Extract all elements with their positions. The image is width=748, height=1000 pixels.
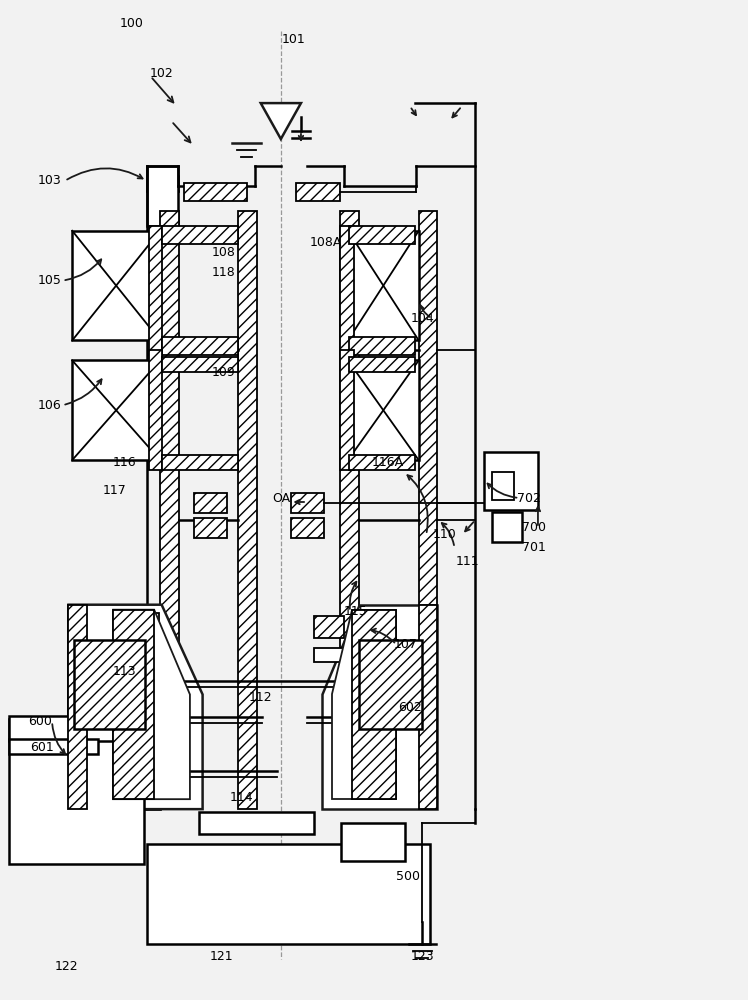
Text: 108: 108 (212, 246, 236, 259)
Bar (290, 493, 324, 513)
Bar (290, 518, 324, 538)
Bar (147, 844, 430, 944)
Bar (73, 360, 160, 460)
Text: 108A: 108A (310, 236, 342, 249)
Bar (314, 616, 344, 638)
Bar (9, 739, 98, 754)
Bar (149, 226, 162, 355)
Bar (9, 716, 117, 741)
Text: 100: 100 (120, 17, 144, 30)
Bar (348, 231, 419, 340)
Text: 702: 702 (517, 492, 541, 505)
Text: 114: 114 (230, 791, 253, 804)
Bar (349, 337, 415, 355)
Text: 602: 602 (398, 701, 422, 714)
Text: 102: 102 (150, 67, 174, 80)
Polygon shape (331, 610, 396, 799)
Bar (239, 211, 257, 809)
Text: 107: 107 (394, 638, 418, 651)
Bar (340, 350, 354, 470)
Bar (194, 493, 227, 513)
Text: 500: 500 (396, 870, 420, 883)
Bar (340, 226, 354, 355)
Text: 101: 101 (282, 33, 305, 46)
Bar (349, 357, 415, 372)
Bar (359, 640, 423, 729)
Bar (149, 350, 162, 470)
Text: 110: 110 (433, 528, 457, 541)
Text: 118: 118 (212, 266, 236, 279)
Text: 122: 122 (55, 960, 79, 973)
Bar (419, 211, 438, 809)
Text: 113: 113 (112, 665, 136, 678)
Bar (147, 166, 178, 226)
Text: 116A: 116A (371, 456, 403, 469)
Polygon shape (261, 103, 301, 139)
Bar (162, 337, 239, 355)
Bar (184, 183, 248, 201)
Bar (314, 648, 344, 662)
Text: 117: 117 (102, 484, 126, 497)
Bar (162, 226, 239, 244)
Text: 103: 103 (38, 174, 61, 187)
Bar (162, 455, 239, 470)
Bar (199, 812, 314, 834)
Text: 116: 116 (112, 456, 136, 469)
Bar (160, 211, 179, 809)
Bar (348, 360, 419, 460)
Bar (340, 211, 359, 809)
Text: 105: 105 (38, 274, 62, 287)
Text: 601: 601 (31, 741, 55, 754)
Bar (74, 640, 145, 729)
Text: 701: 701 (522, 541, 546, 554)
Text: 112: 112 (249, 691, 272, 704)
Bar (491, 512, 521, 542)
Bar (349, 455, 415, 470)
Bar (162, 357, 239, 372)
Polygon shape (69, 605, 160, 809)
Text: 123: 123 (411, 950, 435, 963)
Text: 111: 111 (456, 555, 479, 568)
Bar (491, 472, 514, 500)
Text: 121: 121 (209, 950, 233, 963)
Text: 106: 106 (38, 399, 61, 412)
Text: 700: 700 (522, 521, 546, 534)
Bar (419, 605, 438, 809)
Bar (129, 646, 159, 660)
Bar (9, 719, 144, 864)
Bar (69, 605, 87, 809)
Polygon shape (113, 610, 190, 799)
Bar (352, 610, 396, 799)
Bar (73, 231, 160, 340)
Polygon shape (322, 605, 438, 809)
Bar (484, 452, 538, 510)
Text: 109: 109 (212, 366, 236, 379)
Text: 104: 104 (411, 312, 435, 325)
Text: 115: 115 (343, 605, 367, 618)
Bar (129, 613, 159, 635)
Bar (194, 518, 227, 538)
Bar (295, 183, 340, 201)
Bar (341, 823, 405, 861)
Text: 600: 600 (28, 715, 52, 728)
Bar (113, 610, 154, 799)
Bar (349, 226, 415, 244)
Text: OA: OA (272, 492, 290, 505)
Polygon shape (69, 605, 203, 809)
